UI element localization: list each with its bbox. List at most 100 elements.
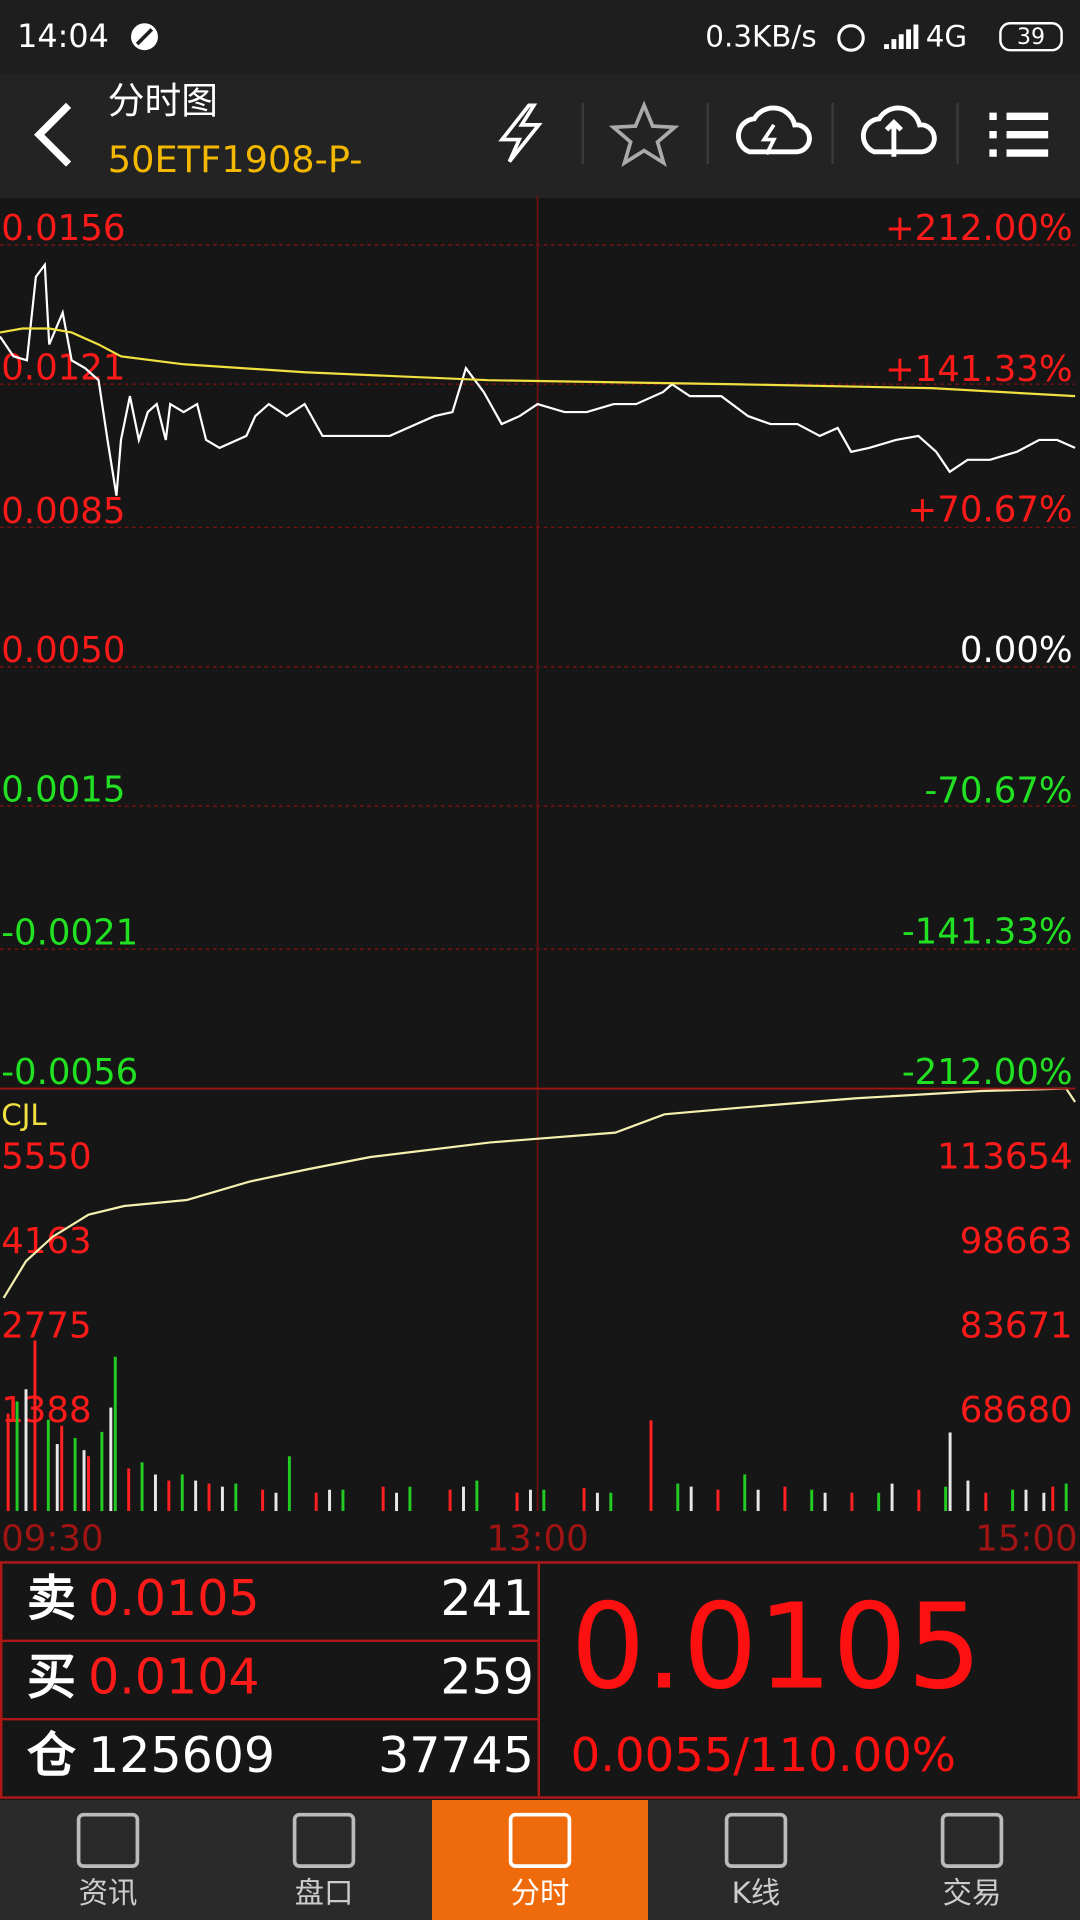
volume-bar xyxy=(1051,1486,1055,1512)
quote-volume: 259 xyxy=(440,1649,533,1706)
quote-label: 卖 xyxy=(27,1570,76,1627)
tab-label[interactable]: K线 xyxy=(732,1876,781,1910)
volume-bar xyxy=(676,1483,680,1512)
volume-bar xyxy=(1011,1489,1015,1512)
volume-bar xyxy=(1064,1483,1068,1512)
volume-bar xyxy=(783,1486,787,1512)
y2-tick-label: 113654 xyxy=(937,1136,1073,1177)
volume-bar xyxy=(408,1486,412,1512)
cloud-flash-button[interactable] xyxy=(736,105,812,155)
status-battery: 39 xyxy=(1017,25,1045,50)
back-button[interactable] xyxy=(33,102,72,167)
volume-bar xyxy=(341,1489,345,1512)
tabs: 资讯 盘口 分时 K线 交易 xyxy=(76,1800,1004,1920)
quote: 卖 0.0105 241 买 0.0104 259 仓 125609 37745 xyxy=(27,1570,534,1784)
volume-bar xyxy=(234,1483,238,1512)
volume-bar xyxy=(448,1489,452,1512)
volume-bar xyxy=(109,1407,113,1512)
volume-bar xyxy=(1042,1492,1046,1512)
volume-bar xyxy=(113,1356,117,1512)
quote-volume: 241 xyxy=(440,1570,533,1627)
tab-icon[interactable] xyxy=(292,1812,356,1868)
y2-tick-label: +212.00% xyxy=(885,208,1073,249)
tab-label[interactable]: 盘口 xyxy=(295,1876,354,1910)
volume-bar xyxy=(180,1474,184,1512)
menu-icon xyxy=(1006,112,1049,157)
volume-bar xyxy=(194,1480,198,1512)
volume-bar xyxy=(100,1431,104,1512)
volume-bar xyxy=(381,1486,385,1512)
tab-icon[interactable] xyxy=(508,1812,572,1868)
y-tick-label: 0.0156 xyxy=(1,208,125,249)
y2-tick-label: 83671 xyxy=(960,1305,1073,1346)
volume-bar xyxy=(46,1419,50,1512)
volume-bar xyxy=(140,1462,144,1512)
volume-bar xyxy=(944,1486,948,1512)
volume-bar xyxy=(743,1474,747,1512)
y-tick-label: 5550 xyxy=(1,1136,91,1177)
volume-bar xyxy=(595,1492,599,1512)
volume-bar xyxy=(15,1401,19,1512)
favorite-button[interactable] xyxy=(608,100,680,167)
y-tick-label: 0.0050 xyxy=(1,630,125,671)
volume-bar xyxy=(287,1456,291,1512)
tab-active-bg xyxy=(432,1800,648,1920)
y-tick-label: 0.0121 xyxy=(1,347,125,388)
y-tick-label: -0.0021 xyxy=(1,913,138,954)
signal-icon xyxy=(884,24,919,49)
x-tick-label: 13:00 xyxy=(486,1518,588,1559)
x-tick-label: 09:30 xyxy=(1,1518,103,1559)
status-network: 4G xyxy=(926,19,967,53)
volume-bar xyxy=(850,1492,854,1512)
tab-icon[interactable] xyxy=(76,1812,140,1868)
tab-icon[interactable] xyxy=(724,1812,788,1868)
volume-bar xyxy=(153,1474,157,1512)
volume-bar xyxy=(87,1456,90,1512)
battery-icon xyxy=(999,22,1063,52)
tab-label[interactable]: 分时 xyxy=(511,1876,570,1910)
volume-bar xyxy=(716,1489,720,1512)
volume-bar xyxy=(33,1340,37,1512)
volume-bar xyxy=(261,1489,265,1512)
volume-bar xyxy=(167,1480,171,1512)
tab-label[interactable]: 交易 xyxy=(943,1876,1002,1910)
volume-bar xyxy=(274,1492,278,1512)
volume-bar xyxy=(649,1420,653,1512)
y2-tick-label: -212.00% xyxy=(902,1052,1073,1093)
chart-area xyxy=(0,198,1080,1562)
line-series xyxy=(2,1087,1077,1299)
quote-price: 0.0105 xyxy=(88,1570,259,1627)
quote-price: 125609 xyxy=(88,1727,275,1784)
volume-bar xyxy=(395,1492,398,1512)
y-tick-label: -0.0056 xyxy=(1,1052,138,1093)
cloud-sync-button[interactable] xyxy=(860,105,937,157)
volume-bar xyxy=(220,1486,224,1512)
volume-bar xyxy=(890,1483,894,1512)
y2-tick-label: -141.33% xyxy=(902,911,1073,952)
volume-bar xyxy=(127,1468,131,1512)
line-series xyxy=(0,261,1076,496)
tab-label[interactable]: 资讯 xyxy=(79,1876,138,1910)
volume-bar xyxy=(756,1489,760,1512)
volume-bar xyxy=(528,1489,532,1512)
y2-tick-label: +70.67% xyxy=(908,489,1073,530)
volume-bar xyxy=(462,1486,465,1512)
last-price: 0.0105 xyxy=(571,1579,982,1716)
tab-icon[interactable] xyxy=(940,1812,1004,1868)
volume-bar xyxy=(609,1492,613,1512)
panel-label: CJL xyxy=(1,1098,47,1132)
y2-tick-label: 98663 xyxy=(960,1221,1073,1262)
volume-bar xyxy=(55,1444,59,1512)
y-tick-label: 1388 xyxy=(1,1390,91,1431)
volume-bar xyxy=(1024,1489,1028,1512)
quote-label: 仓 xyxy=(27,1727,76,1784)
status-icon xyxy=(135,28,154,46)
quote-label: 买 xyxy=(27,1649,76,1706)
price-change: 0.0055/110.00% xyxy=(571,1728,956,1782)
menu-button[interactable] xyxy=(989,112,997,157)
flash-button[interactable] xyxy=(498,103,543,163)
x-tick-label: 15:00 xyxy=(975,1518,1077,1559)
volume-bar xyxy=(207,1483,211,1512)
